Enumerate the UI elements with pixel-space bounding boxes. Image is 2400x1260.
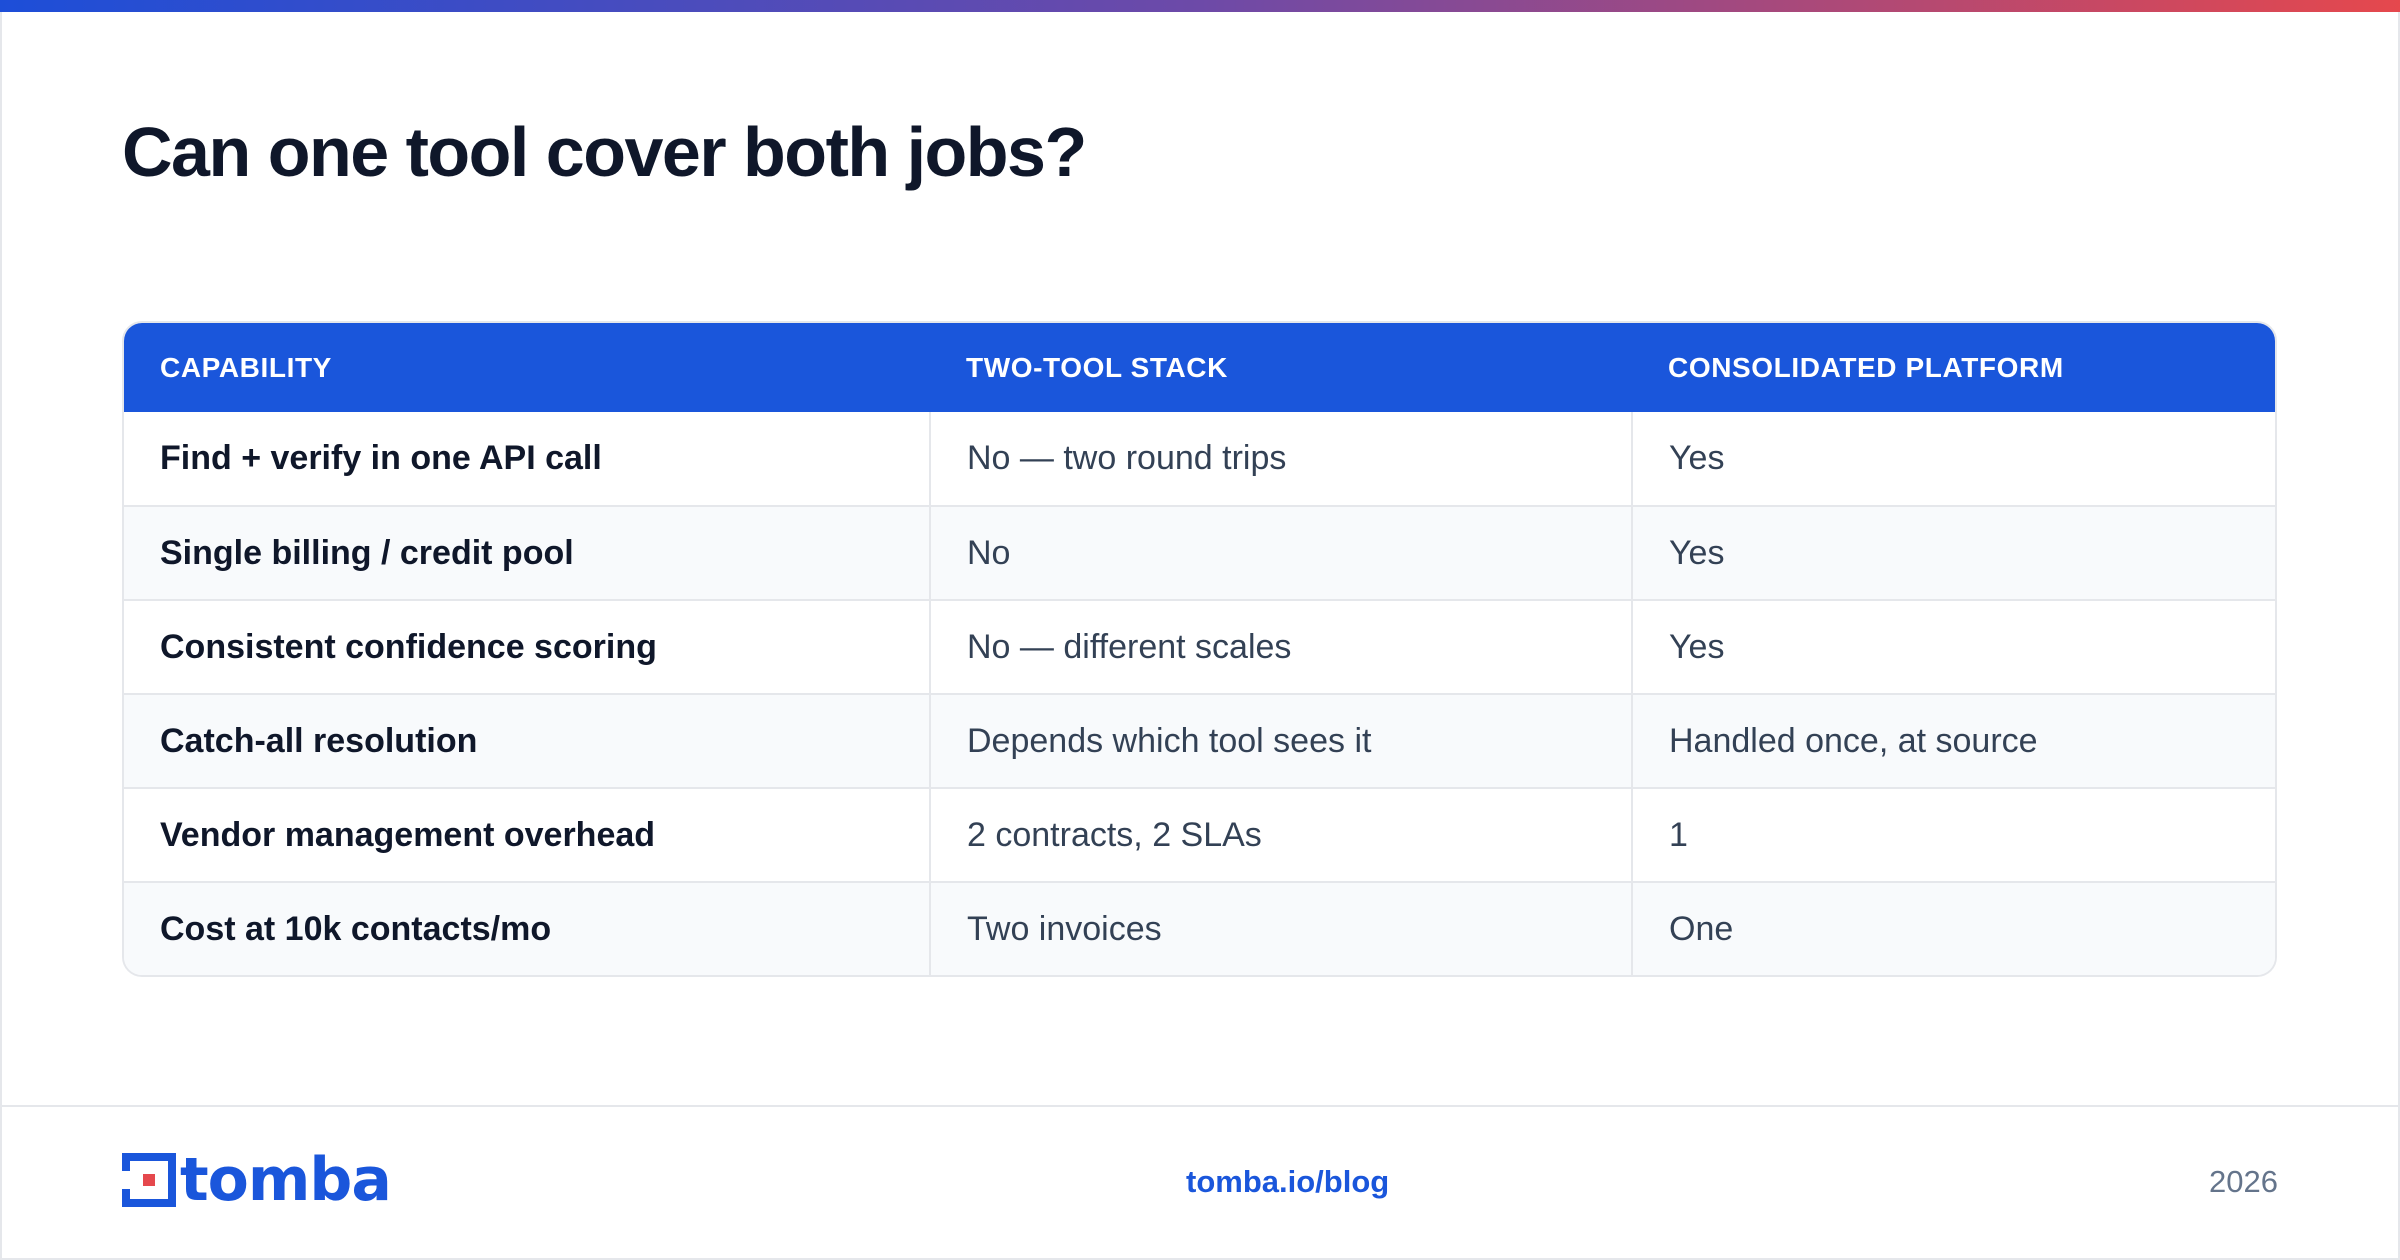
logo-text: tomba <box>180 1145 392 1215</box>
cell-two-tool-stack: Depends which tool sees it <box>929 693 1632 788</box>
header-capability: CAPABILITY <box>160 351 332 383</box>
header-two-tool-stack: TWO-TOOL STACK <box>966 351 1228 383</box>
table-header-row: CAPABILITY TWO-TOOL STACK CONSOLIDATED P… <box>124 323 2275 412</box>
cell-two-tool-stack: 2 contracts, 2 SLAs <box>929 787 1632 882</box>
cell-consolidated-platform: One <box>1631 881 2275 975</box>
table-row: Consistent confidence scoring No — diffe… <box>124 599 2275 694</box>
cell-capability: Cost at 10k contacts/mo <box>124 881 930 975</box>
table-row: Find + verify in one API call No — two r… <box>124 412 2275 506</box>
footer-divider <box>0 1105 2400 1107</box>
table-row: Vendor management overhead 2 contracts, … <box>124 787 2275 882</box>
cell-two-tool-stack: No <box>929 505 1632 600</box>
table-row: Cost at 10k contacts/mo Two invoices One <box>124 881 2275 975</box>
cell-capability: Find + verify in one API call <box>160 439 602 477</box>
comparison-table-grid: CAPABILITY TWO-TOOL STACK CONSOLIDATED P… <box>124 323 2275 975</box>
cell-consolidated-platform: 1 <box>1631 787 2275 882</box>
page-title: Can one tool cover both jobs? <box>122 113 1087 191</box>
cell-consolidated-platform: Handled once, at source <box>1631 693 2275 788</box>
comparison-table: CAPABILITY TWO-TOOL STACK CONSOLIDATED P… <box>122 321 2277 977</box>
cell-capability: Consistent confidence scoring <box>124 599 930 694</box>
cell-two-tool-stack: No — two round trips <box>929 412 1632 506</box>
footer-year: 2026 <box>2209 1164 2278 1199</box>
tomba-logo: tomba <box>122 1145 392 1215</box>
table-row: Catch-all resolution Depends which tool … <box>124 693 2275 788</box>
cell-two-tool-stack: No — different scales <box>929 599 1632 694</box>
cell-capability: Catch-all resolution <box>124 693 930 788</box>
cell-consolidated-platform: Yes <box>1631 412 2275 506</box>
cell-two-tool-stack: Two invoices <box>929 881 1632 975</box>
header-consolidated-platform: CONSOLIDATED PLATFORM <box>1668 351 2064 383</box>
blog-link[interactable]: tomba.io/blog <box>1186 1164 1390 1199</box>
cell-capability: Single billing / credit pool <box>124 505 930 600</box>
top-gradient-bar <box>0 0 2400 12</box>
cell-consolidated-platform: Yes <box>1631 505 2275 600</box>
table-row: Single billing / credit pool No Yes <box>124 505 2275 600</box>
tomba-logo-icon <box>122 1153 176 1207</box>
cell-capability: Vendor management overhead <box>124 787 930 882</box>
cell-consolidated-platform: Yes <box>1631 599 2275 694</box>
